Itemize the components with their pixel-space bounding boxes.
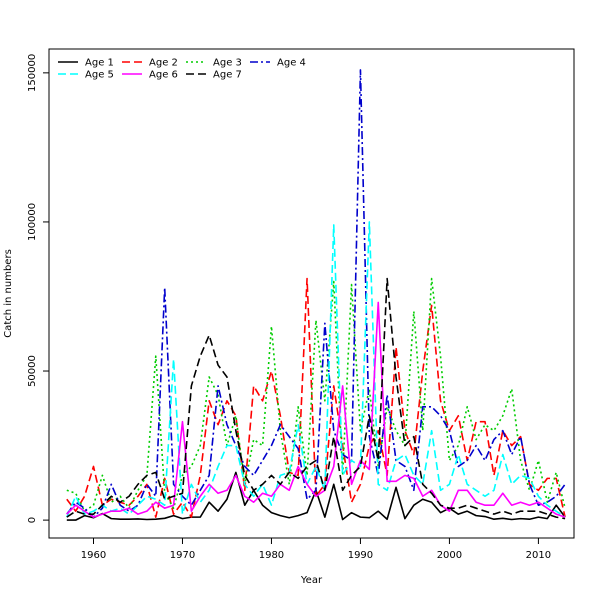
x-tick-label: 1980 xyxy=(259,550,284,561)
series-line-age-7 xyxy=(66,277,566,520)
y-tick-label: 0 xyxy=(27,517,38,523)
y-axis-label: Catch in numbers xyxy=(3,249,14,338)
legend-label: Age 4 xyxy=(277,58,306,69)
legend-label: Age 2 xyxy=(149,58,178,69)
legend-label: Age 3 xyxy=(213,58,242,69)
series-line-age-6 xyxy=(66,301,566,518)
series-line-age-2 xyxy=(66,277,566,518)
legend: Age 1 Age 2 Age 3 Age 4 Age 5 Age 6 Age 7 xyxy=(58,58,306,81)
x-tick-label: 1990 xyxy=(348,550,373,561)
x-axis-label: Year xyxy=(300,575,323,586)
legend-label: Age 7 xyxy=(213,70,242,81)
x-tick-label: 1960 xyxy=(81,550,106,561)
legend-label: Age 5 xyxy=(85,70,114,81)
x-axis: 1960 1970 1980 1990 2000 2010 xyxy=(81,538,551,561)
y-tick-label: 50000 xyxy=(27,355,38,387)
plot-frame xyxy=(48,48,575,539)
y-tick-label: 150000 xyxy=(27,54,38,92)
series-layer xyxy=(66,69,566,521)
y-tick-label: 100000 xyxy=(27,203,38,241)
series-line-age-5 xyxy=(66,221,566,518)
x-tick-label: 1970 xyxy=(170,550,195,561)
x-tick-label: 2010 xyxy=(526,550,551,561)
legend-label: Age 1 xyxy=(85,58,114,69)
x-tick-label: 2000 xyxy=(437,550,462,561)
legend-label: Age 6 xyxy=(149,70,178,81)
series-line-age-4 xyxy=(66,69,566,518)
y-axis: 0 50000 100000 150000 xyxy=(27,54,49,523)
